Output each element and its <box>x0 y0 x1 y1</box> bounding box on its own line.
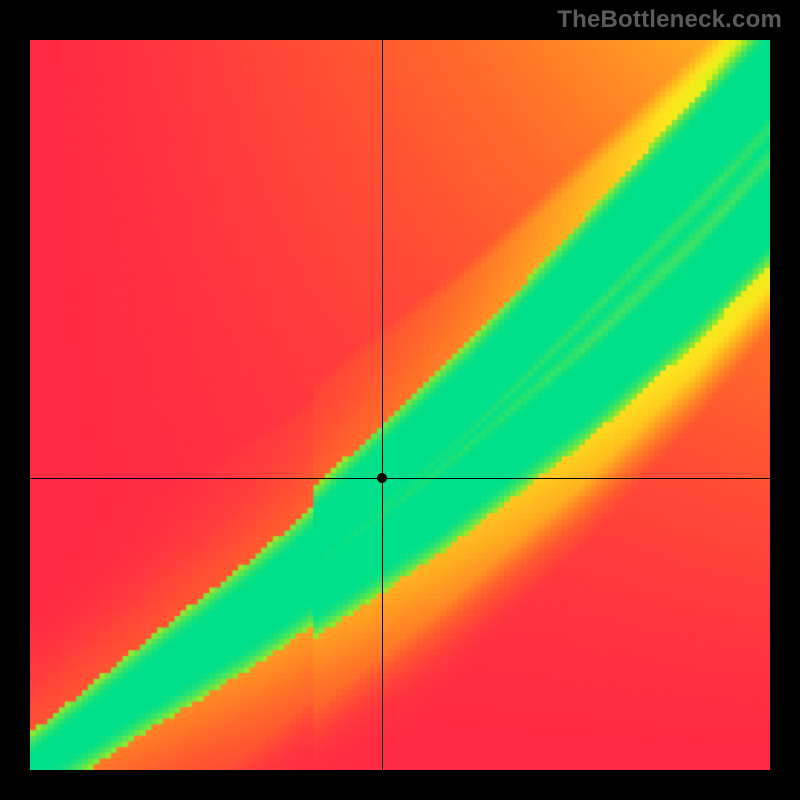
crosshair-vertical <box>382 40 383 770</box>
crosshair-marker <box>377 473 387 483</box>
crosshair-horizontal <box>30 478 770 479</box>
chart-container: TheBottleneck.com <box>0 0 800 800</box>
watermark-text: TheBottleneck.com <box>557 6 782 34</box>
heatmap-canvas <box>30 40 770 770</box>
plot-area <box>30 40 770 770</box>
